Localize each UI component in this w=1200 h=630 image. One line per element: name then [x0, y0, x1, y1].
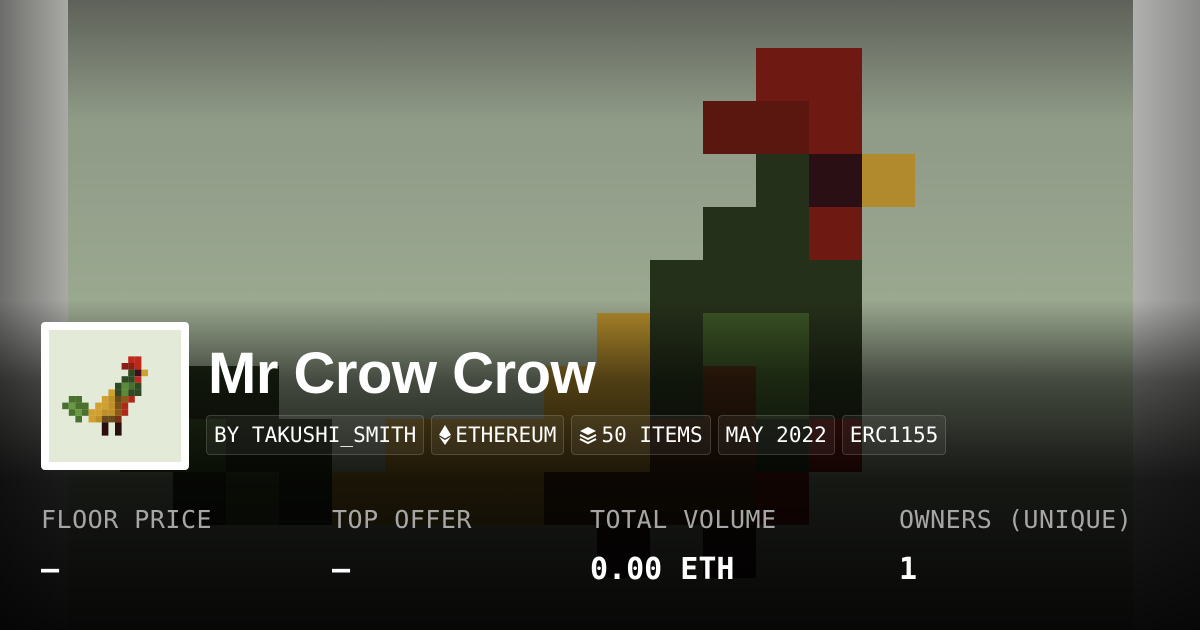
- rooster-pixel: [134, 376, 142, 383]
- rooster-pixel: [68, 409, 76, 416]
- rooster-pixel: [115, 389, 122, 396]
- rooster-pixel: [121, 409, 129, 416]
- rooster-pixel: [95, 409, 102, 416]
- rooster-pixel: [95, 402, 102, 410]
- rooster-pixel: [128, 389, 135, 396]
- ethereum-icon: [439, 425, 452, 445]
- rooster-pixel: [82, 409, 89, 416]
- rooster-pixel: [141, 369, 148, 377]
- stat-value: –: [332, 552, 351, 587]
- rooster-pixel: [115, 415, 122, 423]
- collection-title: Mr Crow Crow: [208, 341, 596, 406]
- rooster-pixel: [128, 369, 135, 377]
- rooster-pixel: [115, 429, 122, 436]
- rooster-pixel: [108, 415, 115, 423]
- rooster-pixel: [101, 402, 109, 410]
- rooster-pixel: [108, 409, 115, 416]
- items-badge: 50 ITEMS: [571, 415, 711, 455]
- rooster-pixel: [134, 363, 142, 370]
- stat-label: OWNERS (UNIQUE): [899, 505, 1133, 534]
- chain-badge: ETHEREUM: [431, 415, 565, 455]
- rooster-pixel: [115, 422, 122, 429]
- rooster-pixel: [128, 382, 135, 390]
- standard-badge: ERC1155: [841, 415, 947, 455]
- standard-label: ERC1155: [849, 423, 939, 447]
- stat-label: FLOOR PRICE: [41, 505, 213, 534]
- creator-badge[interactable]: BY TAKUSHI_SMITH: [206, 415, 425, 455]
- stat-owners: OWNERS (UNIQUE) 1: [899, 505, 1132, 587]
- rooster-pixel: [101, 409, 109, 416]
- rooster-pixel: [88, 409, 96, 416]
- rooster-pixel: [121, 389, 129, 396]
- date-label: MAY 2022: [725, 423, 827, 447]
- stat-value: –: [41, 552, 60, 587]
- creator-label: BY TAKUSHI_SMITH: [214, 423, 417, 447]
- rooster-pixel: [108, 389, 115, 396]
- rooster-pixel: [134, 369, 142, 377]
- rooster-pixel: [115, 402, 122, 410]
- stat-floor-price: FLOOR PRICE –: [41, 505, 212, 587]
- rooster-pixel: [101, 429, 109, 436]
- rooster-pixel: [121, 376, 129, 383]
- rooster-pixel: [134, 382, 142, 390]
- rooster-pixel: [115, 396, 122, 403]
- rooster-pixel: [88, 415, 96, 423]
- rooster-pixel: [115, 409, 122, 416]
- rooster-pixel: [101, 396, 109, 403]
- stat-total-volume: TOTAL VOLUME 0.00 ETH: [590, 505, 777, 587]
- rooster-pixel: [95, 415, 102, 423]
- rooster-pixel: [68, 402, 76, 410]
- chain-label: ETHEREUM: [455, 423, 557, 447]
- rooster-pixel: [128, 396, 135, 403]
- rooster-pixel: [134, 389, 142, 396]
- rooster-pixel: [121, 402, 129, 410]
- rooster-pixel: [101, 415, 109, 423]
- rooster-pixel: [134, 356, 142, 363]
- rooster-pixel: [128, 376, 135, 383]
- rooster-pixel: [101, 422, 109, 429]
- rooster-pixel: [75, 402, 82, 410]
- rooster-image: [49, 330, 181, 462]
- rooster-pixel: [68, 396, 76, 403]
- rooster-pixel: [115, 382, 122, 390]
- stat-top-offer: TOP OFFER –: [332, 505, 472, 587]
- items-label: 50 ITEMS: [601, 423, 703, 447]
- rooster-pixel: [75, 415, 82, 423]
- collection-avatar: [41, 322, 189, 470]
- rooster-pixel: [62, 402, 69, 410]
- rooster-pixel: [121, 363, 129, 370]
- rooster-pixel: [121, 382, 129, 390]
- stat-label: TOP OFFER: [332, 505, 472, 534]
- stat-value: 1: [899, 552, 918, 587]
- rooster-pixel: [128, 363, 135, 370]
- rooster-pixel: [121, 396, 129, 403]
- rooster-pixel: [82, 402, 89, 410]
- rooster-pixel: [108, 402, 115, 410]
- stat-value: 0.00 ETH: [590, 552, 735, 587]
- badge-row: BY TAKUSHI_SMITH ETHEREUM 50 ITEMS MAY 2…: [206, 415, 947, 455]
- rooster-pixel: [128, 356, 135, 363]
- rooster-pixel: [108, 396, 115, 403]
- rooster-pixel: [75, 396, 82, 403]
- layers-icon: [580, 427, 597, 444]
- stat-label: TOTAL VOLUME: [590, 505, 777, 534]
- date-badge: MAY 2022: [717, 415, 835, 455]
- rooster-pixel: [75, 409, 82, 416]
